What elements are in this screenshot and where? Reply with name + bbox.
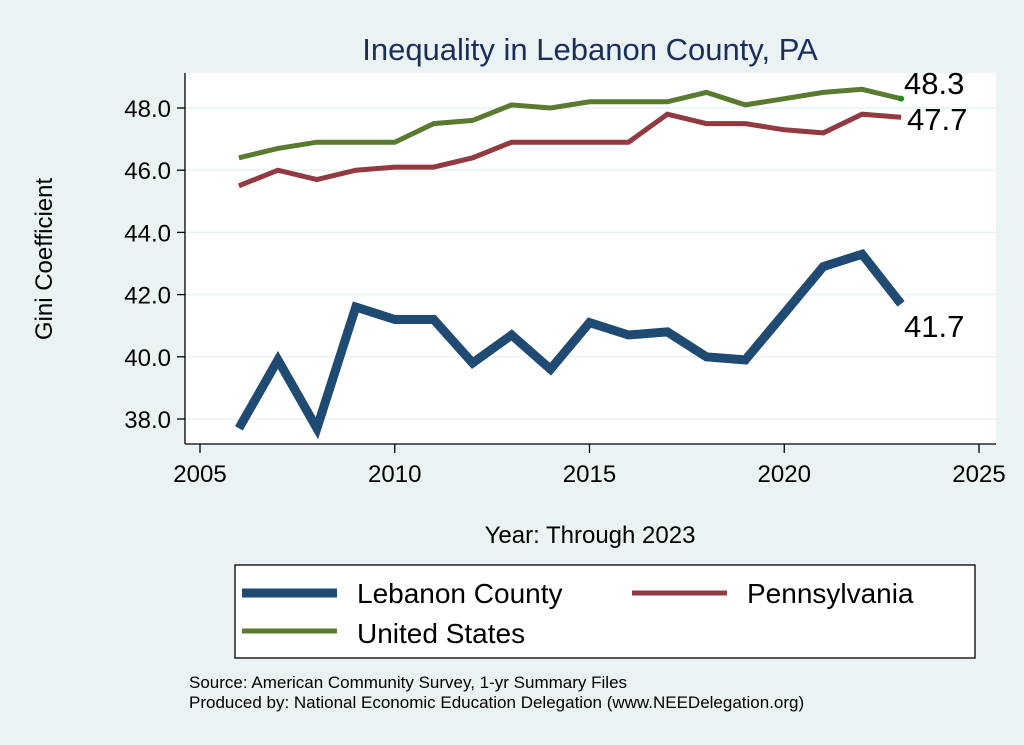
x-tick-label: 2010 [368, 461, 421, 488]
x-axis-ticks: 2005 2010 2015 2020 2025 [173, 444, 1006, 488]
series-line-lebanon-county [234, 248, 905, 440]
x-axis-title: Year: Through 2023 [485, 522, 696, 549]
y-tick-label: 44.0 [124, 220, 171, 247]
y-tick-label: 40.0 [124, 345, 171, 372]
legend-label: Pennsylvania [747, 578, 914, 609]
chart-title: Inequality in Lebanon County, PA [362, 32, 818, 67]
y-axis-title: Gini Coefficient [31, 178, 58, 341]
series-line-united-states [238, 86, 902, 161]
end-label-united-states: 48.3 [904, 66, 964, 101]
y-axis-ticks: 38.0 40.0 42.0 44.0 46.0 48.0 [124, 96, 185, 434]
legend-box [234, 564, 976, 659]
end-label-lebanon-county: 41.7 [904, 309, 964, 344]
produced-by-note: Produced by: National Economic Education… [189, 693, 804, 712]
x-tick-label: 2015 [563, 461, 616, 488]
legend: Lebanon County Pennsylvania United States [234, 564, 976, 659]
legend-label: United States [357, 618, 525, 649]
y-tick-label: 42.0 [124, 283, 171, 310]
series-lines [234, 86, 905, 440]
source-note: Source: American Community Survey, 1-yr … [189, 673, 627, 692]
x-tick-label: 2025 [952, 461, 1005, 488]
x-tick-label: 2020 [758, 461, 811, 488]
end-labels: 41.7 47.748.3 [904, 66, 967, 344]
y-tick-label: 38.0 [124, 407, 171, 434]
end-label-pennsylvania: 47.7 [907, 102, 967, 137]
plot-area [185, 73, 996, 444]
y-tick-label: 46.0 [124, 158, 171, 185]
y-tick-label: 48.0 [124, 96, 171, 123]
x-tick-label: 2005 [173, 461, 226, 488]
legend-label: Lebanon County [357, 578, 563, 609]
series-line-pennsylvania [237, 111, 902, 189]
us-end-marker [898, 95, 905, 102]
